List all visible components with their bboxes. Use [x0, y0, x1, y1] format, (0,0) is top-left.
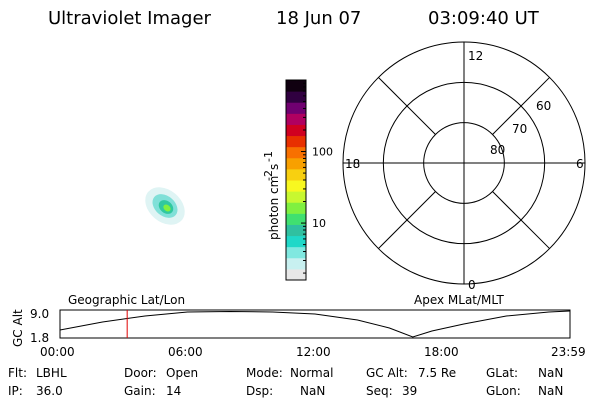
instrument-title: Ultraviolet Imager [48, 8, 212, 29]
mode-label: Mode: [246, 366, 283, 380]
gain-label: Gain: [124, 384, 156, 398]
mlt-label-12: 12 [468, 49, 483, 63]
colorbar-swatch [286, 213, 306, 225]
gain-value: 14 [166, 384, 181, 398]
colorbar-tick-label: 100 [312, 146, 333, 159]
colorbar-swatch [286, 91, 306, 103]
seq-label: Seq: [366, 384, 393, 398]
lat-label-70: 70 [512, 122, 527, 136]
colorbar-swatch [286, 102, 306, 114]
colorbar-swatch [286, 235, 306, 248]
colorbar-swatch [286, 135, 306, 148]
dsp-value: NaN [300, 384, 325, 398]
timeline-frame [59, 309, 571, 339]
colorbar-swatch [286, 268, 306, 281]
apex-coords-label: Apex MLat/MLT [414, 293, 504, 307]
colorbar-swatch [286, 113, 306, 125]
ip-label: IP: [8, 384, 23, 398]
geo-coords-label: Geographic Lat/Lon [68, 293, 185, 307]
x-tick-0000: 00:00 [40, 345, 75, 359]
gc-alt-axis-title: GC Alt [11, 309, 25, 347]
colorbar-swatch [286, 146, 306, 159]
seq-value: 39 [402, 384, 417, 398]
colorbar-swatch [286, 168, 306, 181]
ip-value: 36.0 [36, 384, 63, 398]
glat-label: GLat: [486, 366, 518, 380]
glat-value: NaN [538, 366, 563, 380]
time-label: 03:09:40 UT [428, 8, 540, 29]
svg-text:photon cm: photon cm [267, 176, 281, 240]
x-tick-2359: 23:59 [551, 345, 586, 359]
x-tick-0600: 06:00 [168, 345, 203, 359]
mlt-label-18: 18 [345, 157, 360, 171]
x-tick-1200: 12:00 [296, 345, 331, 359]
y-tick-1-8: 1.8 [30, 331, 49, 345]
colorbar-swatch [286, 202, 306, 214]
colorbar-tick-label: 10 [312, 217, 326, 230]
flt-label: Flt: [8, 366, 27, 380]
colorbar [285, 79, 307, 281]
colorbar-ticks: 100 10 [301, 79, 333, 274]
svg-text:s: s [267, 164, 281, 170]
date-label: 18 Jun 07 [276, 8, 361, 29]
mode-value: Normal [290, 366, 333, 380]
mlt-diagonal [378, 191, 436, 249]
flt-value: LBHL [36, 366, 67, 380]
colorbar-swatch [286, 257, 306, 270]
svg-text:-1: -1 [262, 151, 275, 162]
colorbar-swatch [286, 157, 306, 170]
colorbar-swatch [286, 224, 306, 237]
door-value: Open [166, 366, 198, 380]
polar-grid [342, 41, 586, 285]
colorbar-swatch [286, 80, 306, 92]
mlt-label-6: 6 [576, 157, 584, 171]
colorbar-title: photon cm -2 s -1 [262, 151, 281, 240]
glon-value: NaN [538, 384, 563, 398]
gcalt-label: GC Alt: [366, 366, 408, 380]
x-tick-1800: 18:00 [424, 345, 459, 359]
y-tick-9: 9.0 [30, 307, 49, 321]
mlt-diagonal [378, 77, 436, 135]
glon-label: GLon: [486, 384, 521, 398]
dsp-label: Dsp: [246, 384, 273, 398]
colorbar-swatch [286, 191, 306, 203]
lat-label-60: 60 [536, 99, 551, 113]
mlt-diagonal [492, 191, 550, 249]
colorbar-swatch [286, 246, 306, 259]
lat-label-80: 80 [490, 143, 505, 157]
altitude-curve [59, 310, 571, 338]
colorbar-swatch [286, 124, 306, 137]
svg-text:-2: -2 [262, 170, 275, 181]
door-label: Door: [124, 366, 157, 380]
colorbar-swatch [286, 180, 306, 192]
mlt-diagonal [492, 77, 550, 135]
gcalt-value: 7.5 Re [418, 366, 456, 380]
mlt-label-0: 0 [468, 278, 476, 292]
status-panel: Flt: LBHL Door: Open Mode: Normal GC Alt… [8, 366, 563, 398]
auroral-image [145, 187, 185, 225]
